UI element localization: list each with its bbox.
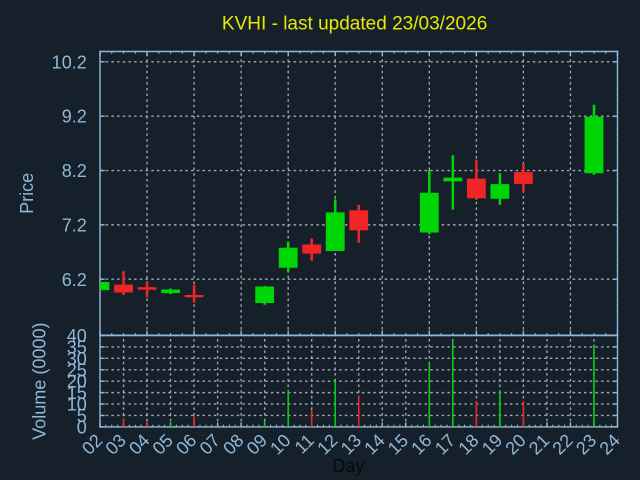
svg-text:10.2: 10.2 xyxy=(52,52,87,72)
svg-text:KVHI - last updated 23/03/2026: KVHI - last updated 23/03/2026 xyxy=(222,13,487,34)
svg-text:15: 15 xyxy=(67,383,87,403)
svg-text:25: 25 xyxy=(67,360,87,380)
svg-text:6.2: 6.2 xyxy=(62,270,87,290)
svg-text:5: 5 xyxy=(77,406,87,426)
svg-text:40: 40 xyxy=(67,326,87,346)
svg-text:0: 0 xyxy=(77,417,87,437)
svg-text:20: 20 xyxy=(67,372,87,392)
svg-text:30: 30 xyxy=(67,349,87,369)
svg-text:Day: Day xyxy=(332,456,364,476)
svg-text:Price: Price xyxy=(17,173,37,214)
svg-text:8.2: 8.2 xyxy=(62,161,87,181)
svg-text:35: 35 xyxy=(67,337,87,357)
svg-text:7.2: 7.2 xyxy=(62,215,87,235)
svg-text:10: 10 xyxy=(67,395,87,415)
svg-text:Volume (0000): Volume (0000) xyxy=(29,323,49,440)
svg-text:9.2: 9.2 xyxy=(62,107,87,127)
